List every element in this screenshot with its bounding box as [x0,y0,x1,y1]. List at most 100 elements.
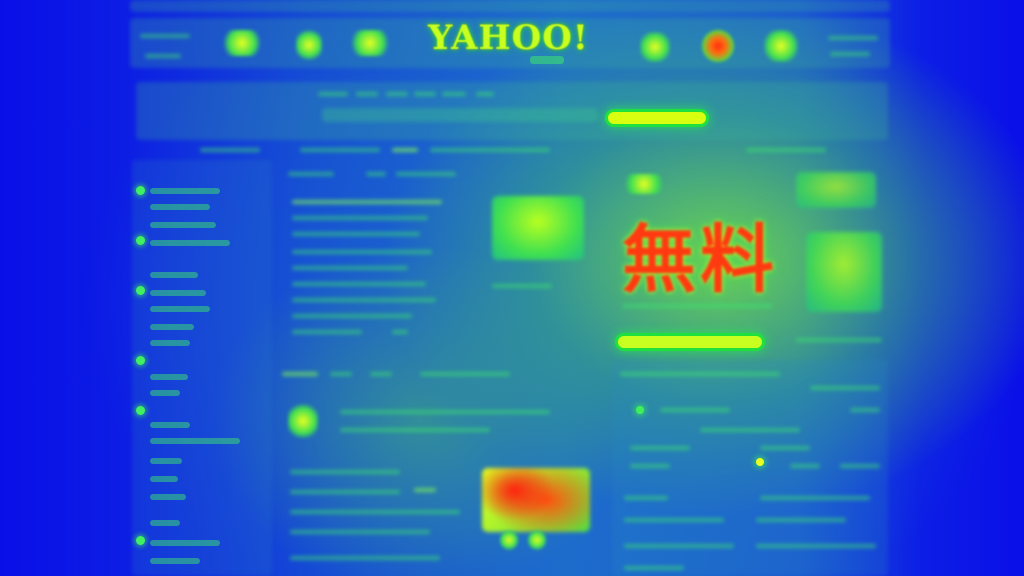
topic-line[interactable] [414,488,436,492]
header-icon-5[interactable] [702,30,734,62]
widget-line[interactable] [840,464,880,468]
widget-line[interactable] [850,408,880,412]
news-more-link[interactable] [292,330,362,334]
left-sidebar [132,160,272,576]
sidebar-item[interactable] [150,458,182,464]
sidebar-item[interactable] [150,340,190,346]
ad-caption [796,338,882,342]
widget-line[interactable] [760,496,870,500]
search-tab[interactable] [414,92,436,96]
news-headline[interactable] [292,232,420,236]
sidebar-item[interactable] [150,558,200,564]
ad-thumbnail-1[interactable] [796,172,876,208]
news-tab[interactable] [396,172,456,176]
news-tab[interactable] [288,172,334,176]
news-photo-caption [492,284,552,288]
topic-line[interactable] [290,470,400,474]
ad-headline-char-2[interactable]: 料 [700,217,774,303]
sidebar-item[interactable] [150,422,190,428]
header-link[interactable] [828,36,878,40]
header-link[interactable] [140,34,190,38]
search-tab[interactable] [386,92,408,96]
widget-tab[interactable] [810,386,880,390]
sidebar-item[interactable] [150,390,180,396]
widget-line[interactable] [700,428,800,432]
sidebar-bullet [136,186,145,195]
sidebar-bullet [136,236,145,245]
news-headline[interactable] [292,282,426,286]
topic-line[interactable] [290,510,460,514]
header-icon-6[interactable] [764,30,798,62]
widget-line[interactable] [660,408,730,412]
sidebar-item[interactable] [150,272,198,278]
widget-line[interactable] [756,518,846,522]
search-tab[interactable] [318,92,348,96]
widget-line[interactable] [624,566,684,570]
nav-item[interactable] [300,148,380,152]
header-icon-3[interactable] [350,30,390,56]
header-link[interactable] [145,54,181,58]
sidebar-item[interactable] [150,494,186,500]
nav-item[interactable] [430,148,550,152]
search-tab[interactable] [476,92,494,96]
sidebar-item[interactable] [150,438,240,444]
sidebar-item[interactable] [150,324,194,330]
topic-line[interactable] [340,410,550,414]
ad-button[interactable] [618,336,762,348]
news-headline[interactable] [292,200,442,204]
sidebar-item[interactable] [150,290,206,296]
site-logo[interactable]: YAHOO! [428,18,589,58]
search-button[interactable] [608,112,706,124]
widget-line[interactable] [624,496,668,500]
search-tab[interactable] [356,92,378,96]
topic-line[interactable] [290,490,400,494]
sidebar-item[interactable] [150,240,230,246]
news-photo[interactable] [492,196,584,260]
topic-photo[interactable] [482,468,590,532]
nav-item[interactable] [746,148,826,152]
widget-tab[interactable] [620,372,780,376]
widget-line[interactable] [624,544,734,548]
section-tab[interactable] [420,372,510,376]
sidebar-bullet [136,286,145,295]
sidebar-item[interactable] [150,188,220,194]
topic-line[interactable] [340,428,490,432]
ad-headline-char-1[interactable]: 無 [622,217,696,303]
widget-line[interactable] [756,544,876,548]
header-icon-1[interactable] [222,30,262,56]
sidebar-item[interactable] [150,476,178,482]
topic-line[interactable] [290,530,430,534]
sidebar-item[interactable] [150,374,188,380]
nav-item[interactable] [200,148,260,152]
widget-line[interactable] [630,446,690,450]
widget-line[interactable] [624,518,724,522]
header-icon-4[interactable] [640,32,670,62]
search-input[interactable] [322,108,598,122]
sidebar-item[interactable] [150,540,220,546]
section-tab[interactable] [282,372,318,376]
news-headline[interactable] [292,266,408,270]
news-headline[interactable] [292,298,436,302]
widget-indicator [756,458,764,466]
sidebar-item[interactable] [150,204,210,210]
news-headline[interactable] [292,216,428,220]
widget-line[interactable] [760,446,810,450]
sidebar-item[interactable] [150,520,180,526]
sidebar-item[interactable] [150,306,210,312]
header-icon-2[interactable] [296,30,322,60]
ad-thumbnail-2[interactable] [806,232,882,312]
section-tab[interactable] [370,372,392,376]
widget-line[interactable] [790,464,820,468]
nav-item[interactable] [392,148,418,152]
news-more-link[interactable] [392,330,408,334]
widget-line[interactable] [630,464,670,468]
news-headline[interactable] [292,314,412,318]
news-tab[interactable] [366,172,386,176]
news-headline[interactable] [292,250,432,254]
header-link[interactable] [830,52,870,56]
search-tab[interactable] [442,92,466,96]
sidebar-item[interactable] [150,222,216,228]
topic-line[interactable] [290,556,440,560]
section-tab[interactable] [330,372,352,376]
